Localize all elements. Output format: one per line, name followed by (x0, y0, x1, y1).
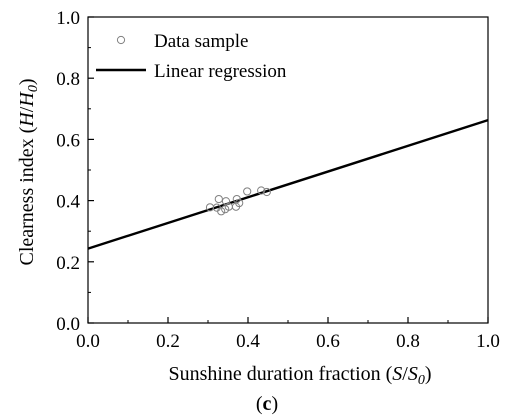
legend-marker-data-sample (116, 35, 126, 45)
y-axis-label: Clearness index (H/H0) (16, 79, 41, 266)
y-tick-label: 0.2 (56, 253, 80, 274)
y-tick-label: 0.4 (56, 192, 80, 213)
data-point (262, 187, 271, 197)
legend-label-linear-regression: Linear regression (154, 61, 287, 82)
y-tick-label: 0.6 (56, 130, 80, 151)
x-tick-label: 0.4 (236, 331, 260, 352)
data-point (232, 194, 241, 204)
y-tick-label: 0.8 (56, 69, 80, 90)
plot-frame (87, 16, 489, 324)
data-point (217, 207, 226, 216)
x-tick-label: 0.6 (316, 331, 340, 352)
x-tick-label: 0.2 (156, 331, 180, 352)
axis-ticks (87, 16, 489, 324)
x-axis-label: Sunshine duration fraction (S/S0) (168, 363, 431, 388)
panel-label: (c) (256, 393, 278, 415)
data-point (243, 187, 252, 196)
tick-labels: 0.0 0.2 0.4 0.6 0.8 1.0 0.0 0.2 0.4 0.6 0.8 1.0 (56, 8, 500, 352)
data-point (257, 186, 266, 195)
legend-label-data-sample: Data sample (154, 31, 248, 52)
data-point (214, 194, 223, 204)
regression-line (87, 118, 489, 250)
x-tick-label: 0.8 (396, 331, 420, 352)
y-tick-label: 1.0 (56, 8, 80, 29)
legend: Data sample Linear regression (96, 31, 287, 82)
x-tick-label: 0.0 (76, 331, 100, 352)
data-point (235, 198, 244, 208)
data-points (205, 186, 271, 216)
x-tick-label: 1.0 (476, 331, 500, 352)
y-tick-label: 0.0 (56, 314, 80, 335)
